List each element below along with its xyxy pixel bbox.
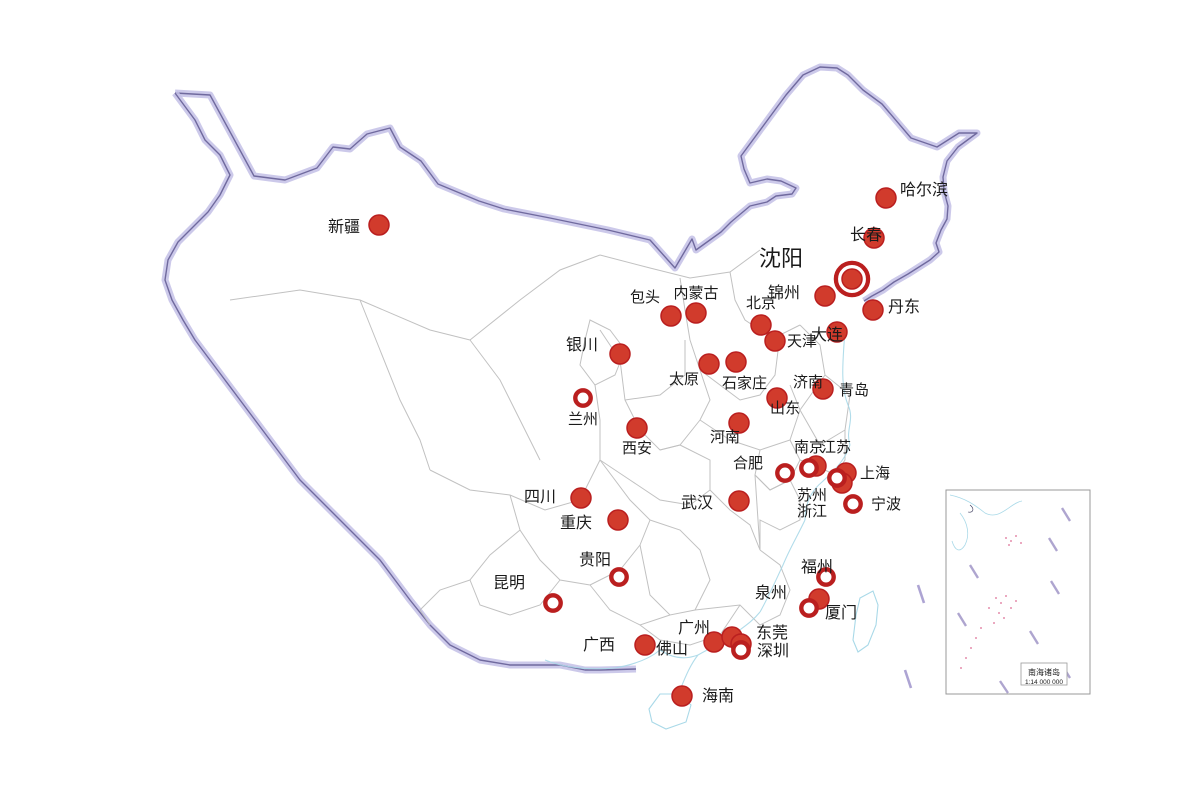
svg-text:青岛: 青岛 xyxy=(839,379,869,400)
svg-text:银川: 银川 xyxy=(566,331,598,355)
svg-text:新疆: 新疆 xyxy=(328,213,360,237)
svg-text:厦门: 厦门 xyxy=(825,599,857,623)
svg-text:山东: 山东 xyxy=(770,397,800,418)
svg-text:内蒙古: 内蒙古 xyxy=(673,282,718,303)
svg-text:西安: 西安 xyxy=(622,437,652,458)
svg-text:兰州: 兰州 xyxy=(568,408,598,429)
svg-text:昆明: 昆明 xyxy=(493,569,525,593)
svg-text:海南: 海南 xyxy=(702,682,734,706)
svg-text:深圳: 深圳 xyxy=(757,637,789,661)
svg-text:南海诸岛: 南海诸岛 xyxy=(1028,667,1060,678)
svg-text:太原: 太原 xyxy=(669,368,699,389)
svg-text:包头: 包头 xyxy=(630,286,660,307)
svg-text:锦州: 锦州 xyxy=(768,279,800,303)
svg-text:四川: 四川 xyxy=(524,483,556,507)
svg-text:济南: 济南 xyxy=(793,371,823,392)
svg-text:江苏: 江苏 xyxy=(821,436,851,457)
svg-text:哈尔滨: 哈尔滨 xyxy=(900,176,948,200)
svg-text:1:14 000 000: 1:14 000 000 xyxy=(1025,679,1063,686)
svg-text:大连: 大连 xyxy=(811,321,843,345)
svg-text:武汉: 武汉 xyxy=(681,489,713,513)
svg-text:合肥: 合肥 xyxy=(733,452,763,473)
svg-text:重庆: 重庆 xyxy=(560,509,592,533)
svg-text:泉州: 泉州 xyxy=(755,579,787,603)
svg-text:宁波: 宁波 xyxy=(871,493,901,514)
svg-text:佛山: 佛山 xyxy=(656,635,688,659)
svg-text:贵阳: 贵阳 xyxy=(579,546,611,570)
svg-text:沈阳: 沈阳 xyxy=(759,241,803,273)
svg-text:南京: 南京 xyxy=(794,436,824,457)
svg-text:福州: 福州 xyxy=(801,553,833,577)
svg-text:丹东: 丹东 xyxy=(888,293,920,317)
svg-text:石家庄: 石家庄 xyxy=(722,372,767,393)
svg-text:上海: 上海 xyxy=(860,462,890,483)
svg-text:长春: 长春 xyxy=(850,221,882,245)
svg-text:河南: 河南 xyxy=(710,426,740,447)
svg-text:浙江: 浙江 xyxy=(797,500,827,521)
svg-text:广西: 广西 xyxy=(583,631,615,655)
